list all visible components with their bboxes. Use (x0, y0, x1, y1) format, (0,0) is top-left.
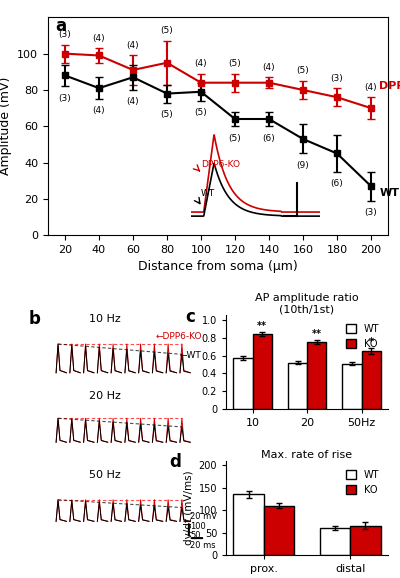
Bar (307, 342, 326, 409)
Text: **: ** (312, 329, 322, 339)
Bar (264, 506, 294, 555)
Title: Max. rate of rise: Max. rate of rise (262, 450, 353, 460)
Text: 50 Hz: 50 Hz (89, 470, 120, 480)
Legend: WT, KO: WT, KO (342, 466, 383, 498)
Y-axis label: Amplitude (mV): Amplitude (mV) (0, 77, 12, 176)
Y-axis label: dv/dt (mV/ms): dv/dt (mV/ms) (183, 470, 193, 545)
Text: 20 ms: 20 ms (190, 540, 216, 550)
Text: (4): (4) (365, 83, 377, 92)
Text: (4): (4) (93, 106, 105, 115)
Legend: WT, KO: WT, KO (342, 320, 383, 353)
Text: a: a (55, 17, 66, 35)
Text: (4): (4) (263, 63, 275, 72)
Text: ←WT: ←WT (180, 351, 202, 360)
Text: (3): (3) (365, 208, 377, 217)
Text: (4): (4) (127, 41, 139, 50)
Text: (5): (5) (161, 27, 173, 35)
Text: 20 mV: 20 mV (190, 512, 218, 521)
Text: (5): (5) (229, 59, 241, 68)
Text: (5): (5) (161, 110, 173, 119)
Text: (4): (4) (195, 59, 207, 68)
Bar (234, 358, 252, 409)
Text: c: c (186, 307, 196, 326)
Bar (342, 364, 362, 409)
Text: 100: 100 (190, 521, 206, 531)
Text: 20 Hz: 20 Hz (89, 391, 121, 401)
Bar (252, 334, 272, 409)
Text: *: * (369, 337, 374, 347)
Text: b: b (28, 310, 40, 328)
Text: **: ** (257, 321, 267, 331)
Bar (288, 362, 307, 409)
Text: (3): (3) (331, 73, 343, 83)
Text: (3): (3) (59, 94, 71, 102)
Text: WT: WT (380, 188, 400, 198)
Text: (4): (4) (93, 34, 105, 43)
Text: (4): (4) (127, 97, 139, 106)
Text: (3): (3) (59, 30, 71, 39)
Text: ←DPP6-KO: ←DPP6-KO (155, 332, 202, 341)
Text: 50: 50 (190, 531, 201, 540)
Text: (9): (9) (297, 161, 309, 170)
Title: AP amplitude ratio
(10th/1st): AP amplitude ratio (10th/1st) (255, 293, 359, 314)
Bar (320, 528, 350, 555)
Text: (6): (6) (263, 134, 275, 143)
Bar (362, 351, 381, 409)
Text: (5): (5) (229, 134, 241, 143)
Text: 10 Hz: 10 Hz (89, 314, 120, 324)
Text: d: d (170, 453, 181, 472)
Bar (350, 526, 381, 555)
Text: DPP6-KO: DPP6-KO (380, 81, 400, 91)
X-axis label: Distance from soma (μm): Distance from soma (μm) (138, 261, 298, 273)
Bar (234, 494, 264, 555)
Text: (5): (5) (195, 108, 207, 117)
Text: (5): (5) (297, 66, 309, 76)
Text: (6): (6) (331, 179, 343, 188)
